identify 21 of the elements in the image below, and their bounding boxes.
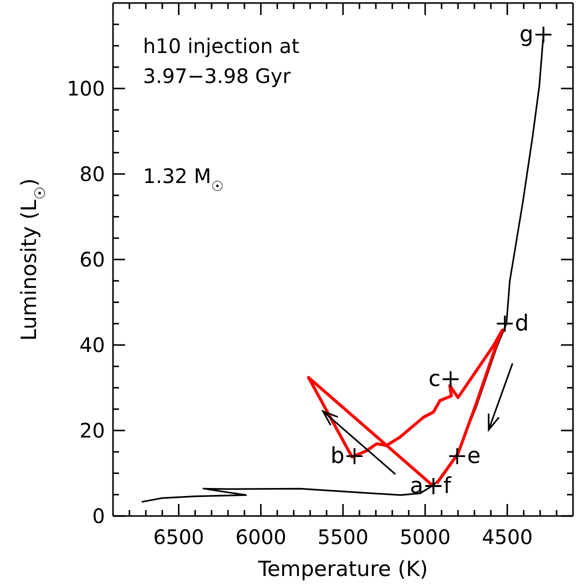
y-tick-label: 100: [66, 76, 105, 100]
x-tick-label: 5000: [400, 525, 451, 549]
x-tick-label: 5500: [318, 525, 368, 549]
annotation: e: [467, 444, 481, 470]
y-tick-label: 20: [80, 418, 105, 442]
x-tick-label: 6000: [235, 525, 286, 549]
y-tick-label: 80: [80, 162, 105, 186]
x-tick-label: 6500: [153, 525, 204, 549]
annotation: f: [443, 474, 452, 500]
y-tick-label: 60: [80, 248, 105, 272]
annotation: a: [410, 474, 424, 500]
y-tick-label: 0: [92, 504, 105, 528]
annotation: b: [330, 444, 344, 470]
annotation: c: [428, 367, 441, 392]
x-axis-title: Temperature (K): [257, 557, 428, 581]
x-tick-label: 4500: [482, 525, 533, 549]
annotation: g: [519, 22, 534, 48]
annotation: 1.32 M$_{☉}$: [143, 164, 224, 195]
y-tick-label: 40: [80, 333, 105, 357]
annotation: d: [514, 312, 529, 337]
annotation: h10 injection at 3.97−3.98 Gyr: [143, 34, 300, 88]
